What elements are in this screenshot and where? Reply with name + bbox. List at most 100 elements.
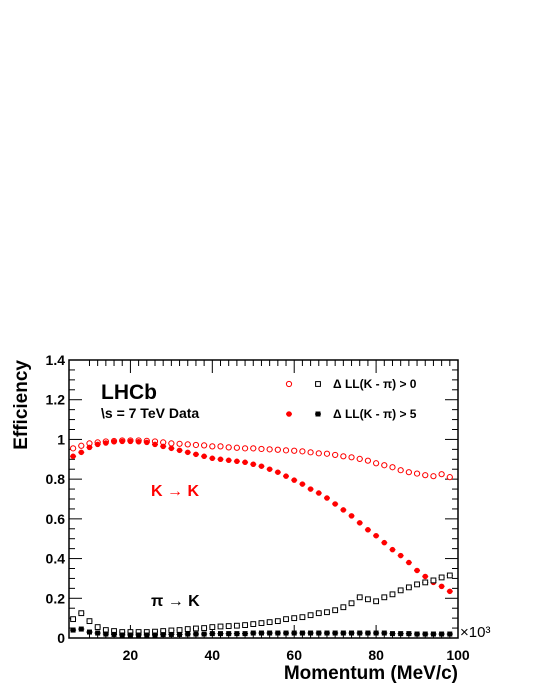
kaon-dll-gt-0-point — [348, 454, 355, 461]
kaon-dll-gt-0-point — [217, 443, 224, 450]
pion-dll-gt-5-series — [70, 626, 453, 638]
kaon-dll-gt-5-point — [242, 459, 248, 466]
pion-dll-gt-5-point — [185, 631, 191, 637]
kaon-dll-gt-0-point — [389, 464, 396, 471]
pion-dll-gt-5-point — [275, 630, 281, 636]
kaon-dll-gt-0-point — [364, 457, 372, 464]
pion-dll-gt-5-point — [389, 631, 395, 637]
kaon-dll-gt-0-point — [282, 447, 290, 454]
x-axis-title: Momentum (MeV/c) — [284, 663, 458, 684]
k-to-k-label: K → K — [151, 483, 199, 500]
kaon-dll-gt-5-point — [258, 463, 265, 469]
kaon-dll-gt-0-point — [446, 474, 453, 481]
pion-dll-gt-0-point — [176, 627, 183, 633]
pion-dll-gt-5-point — [439, 631, 445, 637]
kaon-dll-gt-0-point — [176, 440, 183, 447]
pion-dll-gt-5-point — [340, 630, 346, 636]
pion-dll-gt-5-point — [119, 632, 125, 638]
pion-dll-gt-0-point — [438, 574, 445, 581]
pion-dll-gt-5-point — [201, 631, 207, 637]
pion-dll-gt-5-point — [357, 630, 363, 636]
pion-dll-gt-0-point — [258, 620, 265, 627]
y-axis-title: Efficiency — [11, 360, 32, 450]
kaon-dll-gt-0-point — [233, 444, 240, 451]
pion-dll-gt-5-point — [218, 631, 224, 637]
kaon-dll-gt-5-point — [144, 439, 150, 446]
pion-dll-gt-0-point — [373, 598, 380, 605]
dataset-label: \s = 7 TeV Data — [101, 405, 199, 421]
kaon-dll-gt-0-point — [241, 445, 249, 452]
pion-dll-gt-5-point — [209, 631, 215, 637]
kaon-dll-gt-0-point — [184, 441, 191, 448]
kaon-dll-gt-5-point — [389, 546, 396, 553]
pion-dll-gt-0-point — [94, 624, 101, 630]
kaon-dll-gt-0-point — [373, 460, 380, 467]
pion-dll-gt-0-point — [78, 610, 85, 617]
kaon-dll-gt-0-point — [340, 453, 347, 460]
kaon-dll-gt-5-point — [406, 559, 412, 566]
annotations: LHCb\s = 7 TeV Data K → K π → K — [101, 381, 200, 610]
pion-dll-gt-5-point — [70, 627, 76, 633]
kaon-dll-gt-5-point — [422, 573, 428, 580]
kaon-dll-gt-5-point — [119, 438, 125, 445]
pion-dll-gt-0-point — [201, 625, 208, 631]
kaon-dll-gt-0-point — [192, 441, 200, 449]
pion-dll-gt-0-point — [405, 584, 412, 591]
kaon-dll-gt-5-point — [291, 477, 297, 483]
pion-dll-gt-0-point — [86, 618, 93, 625]
pion-dll-gt-5-point — [398, 631, 404, 637]
pion-dll-gt-5-point — [160, 632, 166, 638]
pion-dll-gt-0-point — [233, 622, 240, 629]
pion-dll-gt-0-point — [299, 614, 306, 621]
kaon-dll-gt-5-point — [168, 445, 175, 452]
y-tick-label: 0.2 — [46, 590, 66, 606]
legend: Δ LL(K - π) > 0 Δ LL(K - π) > 5 — [285, 377, 417, 421]
pion-dll-gt-5-point — [447, 631, 453, 637]
kaon-dll-gt-5-point — [127, 438, 134, 445]
legend-open-circle-icon — [285, 380, 293, 388]
kaon-dll-gt-5-point — [86, 444, 93, 451]
pion-dll-gt-0-point — [217, 623, 224, 630]
pion-dll-gt-5-point — [168, 631, 174, 637]
pion-dll-gt-0-point — [225, 623, 232, 629]
axis-ticks — [69, 359, 459, 639]
kaon-dll-gt-0-point — [250, 445, 257, 452]
legend-open-square-icon — [315, 381, 321, 387]
pion-dll-gt-0-series — [70, 572, 453, 635]
kaon-dll-gt-0-point — [332, 451, 339, 459]
x-tick-label: 20 — [123, 647, 139, 663]
pion-dll-gt-5-point — [422, 631, 428, 637]
kaon-dll-gt-0-point — [209, 443, 216, 450]
kaon-dll-gt-5-point — [234, 458, 240, 465]
pion-dll-gt-5-point — [250, 630, 256, 636]
x-tick-label: 60 — [286, 647, 302, 663]
kaon-dll-gt-0-series — [69, 437, 453, 481]
kaon-dll-gt-5-point — [201, 453, 207, 460]
pion-dll-gt-5-point — [144, 632, 150, 638]
pion-dll-gt-0-point — [193, 625, 199, 632]
kaon-dll-gt-5-point — [266, 466, 273, 472]
kaon-dll-gt-5-point — [250, 461, 257, 468]
pion-dll-gt-0-point — [324, 609, 330, 616]
pion-dll-gt-5-point — [324, 630, 330, 636]
kaon-dll-gt-5-point — [307, 486, 314, 492]
kaon-dll-gt-0-point — [323, 450, 331, 457]
pion-dll-gt-0-point — [242, 622, 248, 628]
x-tick-label: 40 — [205, 647, 221, 663]
y-tick-label: 0.4 — [46, 551, 66, 567]
y-tick-label: 1 — [57, 431, 65, 447]
pion-dll-gt-0-point — [348, 600, 355, 607]
pion-dll-gt-5-point — [316, 630, 322, 636]
kaon-dll-gt-5-point — [356, 520, 363, 526]
pion-dll-gt-5-point — [242, 631, 248, 637]
kaon-dll-gt-0-point — [413, 470, 421, 477]
pion-dll-gt-0-point — [422, 579, 429, 586]
pion-dll-gt-0-point — [283, 616, 289, 623]
pion-dll-gt-0-point — [315, 610, 322, 617]
y-tick-label: 0.8 — [46, 471, 66, 487]
kaon-dll-gt-0-point — [397, 467, 404, 474]
kaon-dll-gt-5-point — [373, 532, 379, 539]
kaon-dll-gt-0-point — [69, 445, 77, 452]
